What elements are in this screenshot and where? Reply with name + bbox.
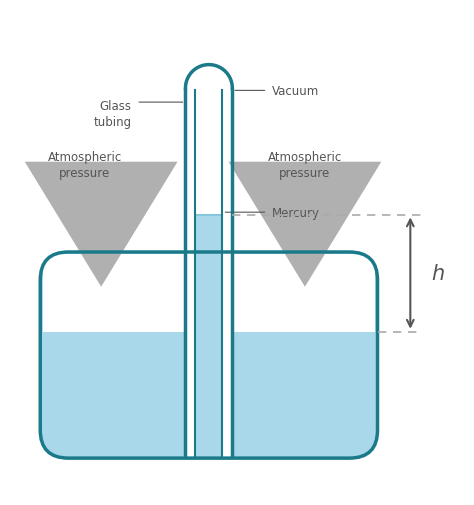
Text: h: h [431, 264, 445, 283]
Text: Glass
tubing: Glass tubing [93, 100, 132, 129]
Text: Atmospheric
pressure: Atmospheric pressure [47, 151, 122, 180]
Bar [196, 91, 221, 215]
Text: Vacuum: Vacuum [272, 85, 319, 97]
FancyBboxPatch shape [40, 252, 377, 458]
Bar [43, 255, 375, 332]
Bar [196, 215, 221, 458]
Text: Mercury: Mercury [272, 206, 320, 219]
Text: Atmospheric
pressure: Atmospheric pressure [268, 151, 342, 180]
Bar [187, 66, 231, 458]
